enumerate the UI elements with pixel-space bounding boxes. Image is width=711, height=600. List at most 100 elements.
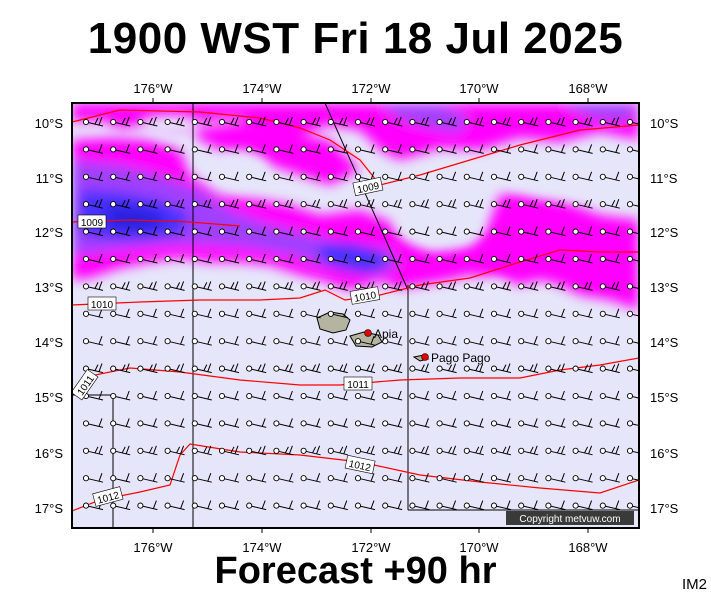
wind-barb: [327, 418, 348, 428]
wind-barb: [545, 308, 566, 319]
wind-barb: [300, 253, 321, 264]
isobar-label: 1011: [343, 376, 373, 391]
wind-barb: [327, 199, 348, 209]
wind-barb: [572, 336, 593, 346]
place-markers: Apia Pago Pago: [364, 327, 491, 365]
wind-barb: [599, 445, 620, 456]
lat-label: 13°S: [35, 280, 64, 295]
isobar-label: 1010: [87, 296, 117, 311]
wind-barb: [545, 116, 566, 127]
wind-barb: [300, 171, 321, 182]
wind-barb: [273, 144, 294, 154]
wind-barb: [599, 418, 620, 428]
wind-barb: [300, 500, 321, 511]
lat-label: 14°S: [650, 335, 679, 350]
wind-barb: [273, 473, 294, 483]
wind-barb: [490, 418, 512, 428]
wind-barb: [572, 445, 593, 456]
wind-barb: [246, 253, 267, 264]
wind-barb: [164, 226, 185, 237]
wind-barb: [599, 144, 620, 154]
wind-barb: [599, 171, 620, 182]
wind-barb: [409, 171, 430, 182]
wind-barb: [409, 500, 430, 511]
wind-barb: [572, 171, 593, 182]
wind-barb: [191, 116, 212, 127]
wind-barb: [490, 363, 512, 374]
wind-barb: [382, 199, 403, 209]
wind-barbs: [82, 116, 639, 511]
wind-barb: [490, 253, 512, 264]
wind-barb: [599, 199, 620, 209]
wind-barb: [110, 281, 131, 291]
wind-barb: [409, 144, 430, 154]
svg-text:1011: 1011: [347, 380, 369, 391]
wind-barb: [518, 500, 539, 511]
chart-title: 1900 WST Fri 18 Jul 2025: [87, 14, 624, 63]
wind-barb: [518, 308, 539, 319]
wind-barb: [327, 336, 348, 346]
wind-barb: [382, 116, 403, 127]
wind-barb: [137, 226, 158, 237]
wind-barb: [490, 500, 512, 511]
wind-barb: [409, 363, 430, 374]
lon-label: 172°W: [351, 540, 391, 555]
wind-barb: [164, 336, 185, 346]
wind-barb: [218, 418, 240, 428]
wind-barb: [409, 473, 430, 483]
wind-barb: [246, 308, 267, 319]
wind-barb: [436, 390, 457, 401]
wind-barb: [110, 116, 131, 127]
wind-barb: [409, 199, 430, 209]
wind-barb: [273, 390, 294, 401]
wind-barb: [273, 500, 294, 511]
wind-barb: [82, 171, 104, 182]
wind-barb: [572, 144, 593, 154]
wind-barb: [246, 144, 267, 154]
wind-barb: [218, 253, 240, 264]
lon-label: 168°W: [568, 81, 608, 96]
wind-barb: [137, 445, 158, 456]
wind-barb: [490, 171, 512, 182]
lat-labels-left: 10°S 11°S 12°S 13°S 14°S 15°S 16°S 17°S: [35, 116, 64, 516]
wind-barb: [327, 363, 348, 374]
lat-label: 11°S: [36, 171, 64, 186]
wind-barb: [300, 226, 321, 237]
lon-label: 174°W: [242, 540, 282, 555]
lon-label: 170°W: [459, 81, 499, 96]
wind-barb: [599, 336, 620, 346]
wind-barb: [545, 445, 566, 456]
wind-barb: [545, 500, 566, 511]
svg-text:1009: 1009: [356, 181, 380, 196]
wind-barb: [354, 363, 376, 374]
wind-barb: [463, 445, 484, 456]
wind-barb: [463, 116, 484, 127]
wind-barb: [354, 418, 376, 428]
wind-barb: [354, 253, 376, 264]
wind-barb: [246, 363, 267, 374]
wind-barb: [382, 171, 403, 182]
lat-label: 10°S: [650, 116, 679, 131]
wind-barb: [300, 144, 321, 154]
wind-barb: [490, 144, 512, 154]
wind-barb: [409, 281, 430, 291]
wind-barb: [273, 199, 294, 209]
wind-barb: [110, 336, 131, 346]
wind-barb: [572, 500, 593, 511]
wind-barb: [327, 171, 348, 182]
wind-barb: [191, 253, 212, 264]
wind-barb: [191, 390, 212, 401]
lat-label: 13°S: [650, 280, 679, 295]
wind-barb: [218, 171, 240, 182]
wind-barb: [137, 171, 158, 182]
wind-barb: [110, 199, 131, 209]
pago-pago-label: Pago Pago: [431, 351, 491, 365]
axis-ticks: [152, 98, 589, 533]
wind-barb: [436, 116, 457, 127]
wind-barb: [572, 116, 593, 127]
lon-label: 174°W: [242, 81, 282, 96]
wind-barb: [382, 144, 403, 154]
wind-barb: [463, 418, 484, 428]
wind-barb: [490, 281, 512, 291]
wind-barb: [518, 445, 539, 456]
